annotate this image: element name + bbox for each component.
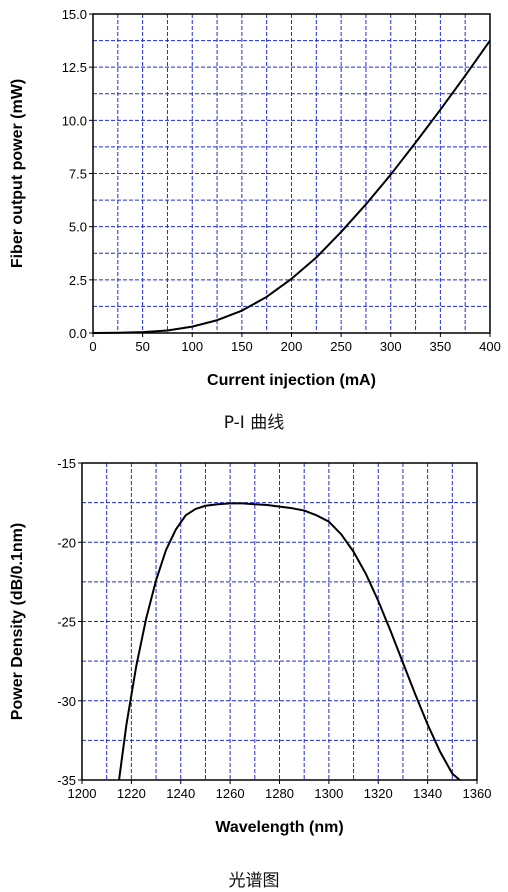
- chart2-y-axis-label: Power Density (dB/0.1nm): [9, 523, 26, 720]
- chart2-x-tick-label: 1300: [314, 786, 343, 801]
- chart1-x-tick-label: 400: [479, 339, 501, 354]
- chart1-x-tick-label: 100: [181, 339, 203, 354]
- chart1-x-tick-label: 350: [430, 339, 452, 354]
- chart2-x-tick-label: 1260: [216, 786, 245, 801]
- chart2-y-tick-label: -35: [57, 773, 76, 788]
- chart1-y-tick-label: 10.0: [62, 113, 87, 128]
- chart1-caption: P-I 曲线: [223, 413, 285, 433]
- chart1-y-tick-label: 7.5: [69, 167, 87, 182]
- chart1-x-tick-label: 200: [281, 339, 303, 354]
- chart1-y-tick-label: 12.5: [62, 60, 87, 75]
- chart2-caption: 光谱图: [228, 871, 280, 891]
- chart2-x-tick-label: 1200: [68, 786, 97, 801]
- chart2-x-axis-label: Wavelength (nm): [215, 819, 343, 836]
- chart1-y-tick-label: 2.5: [69, 273, 87, 288]
- chart1-x-tick-label: 50: [135, 339, 149, 354]
- spectrum-chart: 1200 1220 1240 1260 1280 1300 1320 1340 1360 -35 -…: [9, 456, 492, 836]
- chart1-y-tick-label: 0.0: [69, 326, 87, 341]
- chart2-y-tick-label: -15: [57, 456, 76, 471]
- chart2-x-tick-label: 1340: [413, 786, 442, 801]
- chart2-y-tick-label: -20: [57, 535, 76, 550]
- chart1-x-axis-label: Current injection (mA): [207, 372, 376, 389]
- chart2-x-tick-label: 1280: [265, 786, 294, 801]
- chart2-x-tick-label: 1240: [166, 786, 195, 801]
- chart1-series-line: [92, 40, 491, 334]
- chart1-x-tick-label: 0: [89, 339, 96, 354]
- chart2-y-tick-label: -30: [57, 694, 76, 709]
- chart1-y-tick-label: 15.0: [62, 7, 87, 22]
- chart1-y-axis-label: Fiber output power (mW): [9, 79, 26, 268]
- chart2-y-tick-label: -25: [57, 615, 76, 630]
- chart1-x-tick-label: 150: [231, 339, 253, 354]
- chart2-x-tick-label: 1220: [117, 786, 146, 801]
- chart2-x-tick-label: 1360: [463, 786, 492, 801]
- chart2-x-tick-label: 1320: [364, 786, 393, 801]
- chart1-x-tick-label: 300: [380, 339, 402, 354]
- chart1-y-tick-label: 5.0: [69, 220, 87, 235]
- chart2-series-line: [118, 502, 461, 781]
- chart1-x-tick-label: 250: [330, 339, 352, 354]
- pi-curve-chart: 0 50 100 150 200 250 300 350 400 0.0 2.5 5.0 7.5 10.0…: [9, 7, 501, 389]
